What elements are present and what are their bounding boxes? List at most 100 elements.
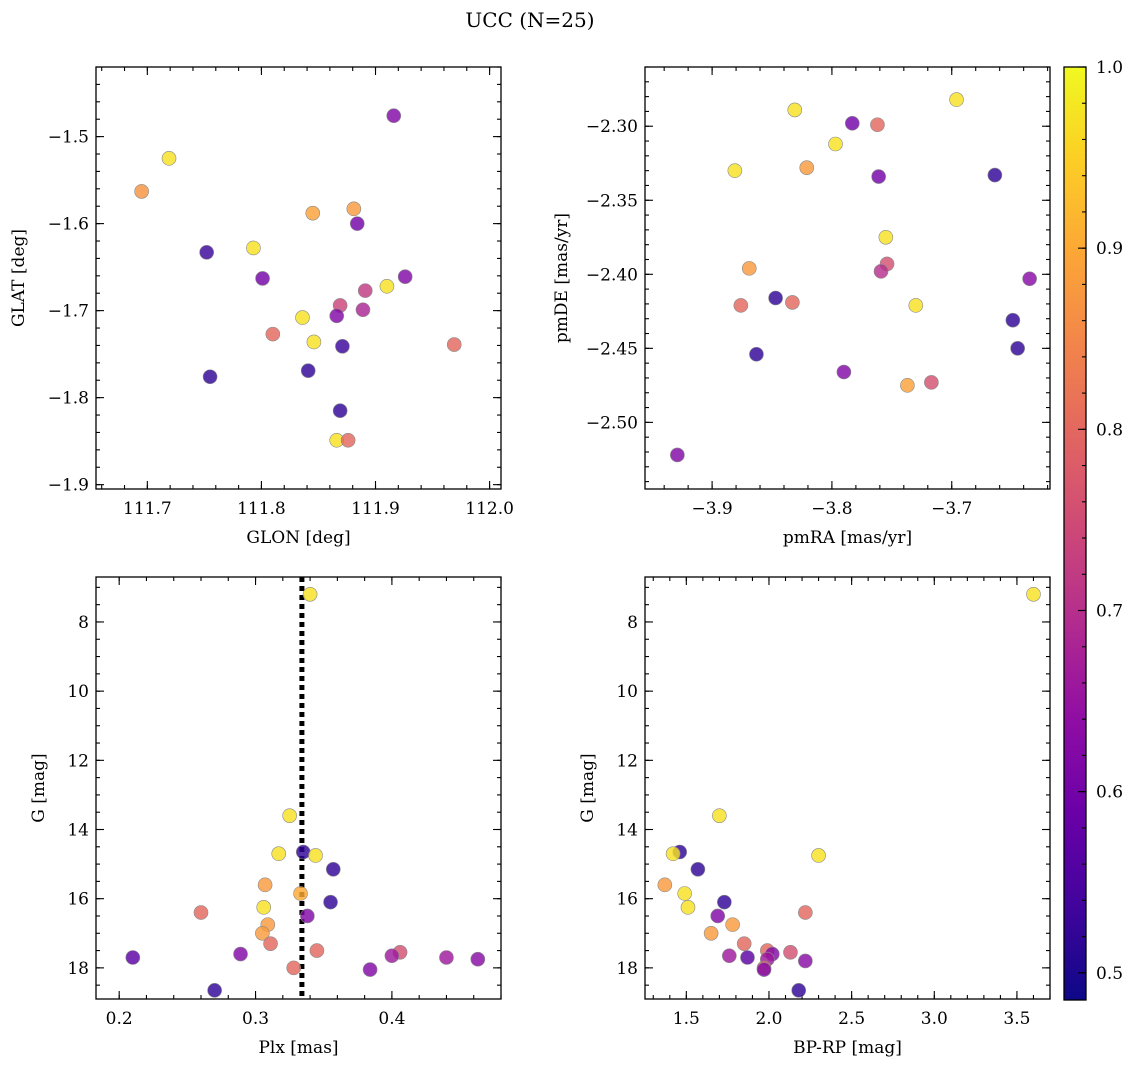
scatter-point — [257, 877, 273, 893]
scatter-point — [677, 886, 692, 901]
scatter-point — [263, 936, 278, 951]
scatter-point — [362, 962, 378, 977]
y-axis-label: G [mag] — [578, 753, 598, 822]
y-tick-label: −2.45 — [586, 339, 638, 359]
scatter-point — [873, 264, 889, 279]
scatter-point — [657, 877, 673, 893]
scatter-point — [199, 245, 214, 260]
x-tick-label: 2.5 — [838, 1009, 865, 1029]
scatter-point — [470, 951, 486, 967]
axes-frame — [95, 576, 502, 1000]
scatter-point — [308, 848, 323, 863]
x-tick-label: −3.9 — [691, 499, 732, 519]
scatter-point — [246, 240, 261, 256]
scatter-point — [255, 271, 270, 286]
scatter-point — [202, 369, 218, 385]
scatter-point — [125, 950, 141, 965]
scatter-point — [300, 908, 315, 924]
colorbar-tick-label: 1.0 — [1096, 58, 1123, 78]
scatter-point — [305, 205, 321, 221]
scatter-point — [844, 115, 860, 131]
scatter-point — [768, 290, 783, 306]
scatter-point — [828, 136, 843, 152]
scatter-point — [306, 334, 322, 350]
scatter-point — [349, 216, 365, 231]
x-tick-label: 3.0 — [921, 1009, 948, 1029]
y-tick-label: 16 — [67, 890, 89, 910]
scatter-point — [439, 950, 454, 965]
scatter-point — [878, 229, 894, 245]
scatter-point — [300, 363, 316, 378]
y-tick-label: 14 — [67, 821, 89, 841]
scatter-point — [798, 953, 813, 969]
scatter-point — [161, 151, 177, 166]
y-tick-label: 8 — [78, 613, 89, 633]
scatter-point — [325, 861, 341, 877]
panel-plx-g: 0.2 0.3 0.4 8 10 12 14 16 18 Plx [mas] G [mag] — [29, 576, 502, 1058]
scatter-point — [286, 960, 302, 976]
axes-frame — [644, 66, 1051, 490]
scatter-point — [811, 848, 826, 863]
x-tick-label: 1.5 — [673, 1009, 700, 1029]
colorbar-tick-label: 0.9 — [1096, 239, 1123, 259]
y-tick-label: 18 — [616, 959, 638, 979]
x-tick-label: 111.9 — [351, 499, 400, 519]
scatter-point — [900, 378, 915, 393]
scatter-point — [783, 945, 798, 960]
x-tick-label: −3.8 — [811, 499, 852, 519]
scatter-point — [309, 943, 325, 958]
scatter-point — [741, 261, 757, 276]
y-axis-label: pmDE [mas/yr] — [552, 213, 572, 343]
x-axis-label: BP-RP [mag] — [793, 1038, 902, 1058]
scatter-point — [265, 326, 281, 342]
scatter-point — [703, 925, 719, 941]
y-tick-label: 10 — [67, 682, 89, 702]
scatter-point — [712, 808, 727, 823]
scatter-point — [987, 167, 1003, 183]
scatter-point — [295, 310, 310, 325]
x-axis-label: GLON [deg] — [246, 528, 350, 548]
x-tick-label: 3.5 — [1003, 1009, 1030, 1029]
scatter-point — [736, 936, 752, 951]
scatter-point — [355, 302, 371, 318]
scatter-point — [295, 844, 311, 860]
colorbar-tick-label: 0.8 — [1096, 420, 1123, 440]
scatter-point — [749, 346, 764, 362]
scatter-point — [340, 432, 356, 448]
scatter-point — [733, 298, 749, 313]
y-axis-label: G [mag] — [29, 753, 49, 822]
x-tick-label: 0.2 — [106, 1009, 133, 1029]
scatter-point — [870, 117, 885, 133]
scatter-point — [329, 308, 345, 324]
colorbar-frame — [1063, 66, 1087, 1001]
axes-frame — [95, 66, 502, 490]
scatter-point — [1010, 341, 1025, 356]
scatter-point — [193, 905, 209, 920]
panel-bprp-g: 1.5 2.0 2.5 3.0 3.5 8 10 12 14 16 18 BP-RP [mag] G [… — [578, 576, 1051, 1058]
y-tick-label: 14 — [616, 821, 638, 841]
x-tick-label: −3.7 — [931, 499, 972, 519]
scatter-point — [665, 846, 681, 862]
scatter-point — [710, 908, 726, 924]
panel-glon-glat: 111.7 111.8 111.9 112.0 −1.5 −1.6 −1.7 −1.8 −1.9… — [9, 66, 514, 548]
scatter-point — [446, 337, 462, 352]
y-tick-label: 12 — [616, 751, 638, 771]
colorbar-gradient — [1064, 67, 1086, 1000]
scatter-point — [836, 364, 852, 380]
scatter-point — [386, 108, 402, 124]
y-tick-label: 18 — [67, 959, 89, 979]
scatter-point — [791, 983, 807, 998]
x-axis-label: Plx [mas] — [258, 1038, 338, 1058]
y-tick-label: 12 — [67, 751, 89, 771]
y-axis-label: GLAT [deg] — [9, 229, 29, 327]
y-tick-label: −1.9 — [48, 476, 89, 496]
panel-pmra-pmde: −3.9 −3.8 −3.7 −2.30 −2.35 −2.40 −2.45 −2.50 pmR… — [552, 66, 1051, 548]
scatter-point — [379, 278, 395, 294]
scatter-point — [282, 808, 297, 823]
scatter-point — [256, 900, 272, 915]
scatter-point — [233, 946, 248, 962]
x-tick-label: 112.0 — [465, 499, 514, 519]
scatter-point — [727, 163, 743, 178]
x-tick-label: 0.4 — [378, 1009, 405, 1029]
scatter-point — [335, 339, 350, 354]
